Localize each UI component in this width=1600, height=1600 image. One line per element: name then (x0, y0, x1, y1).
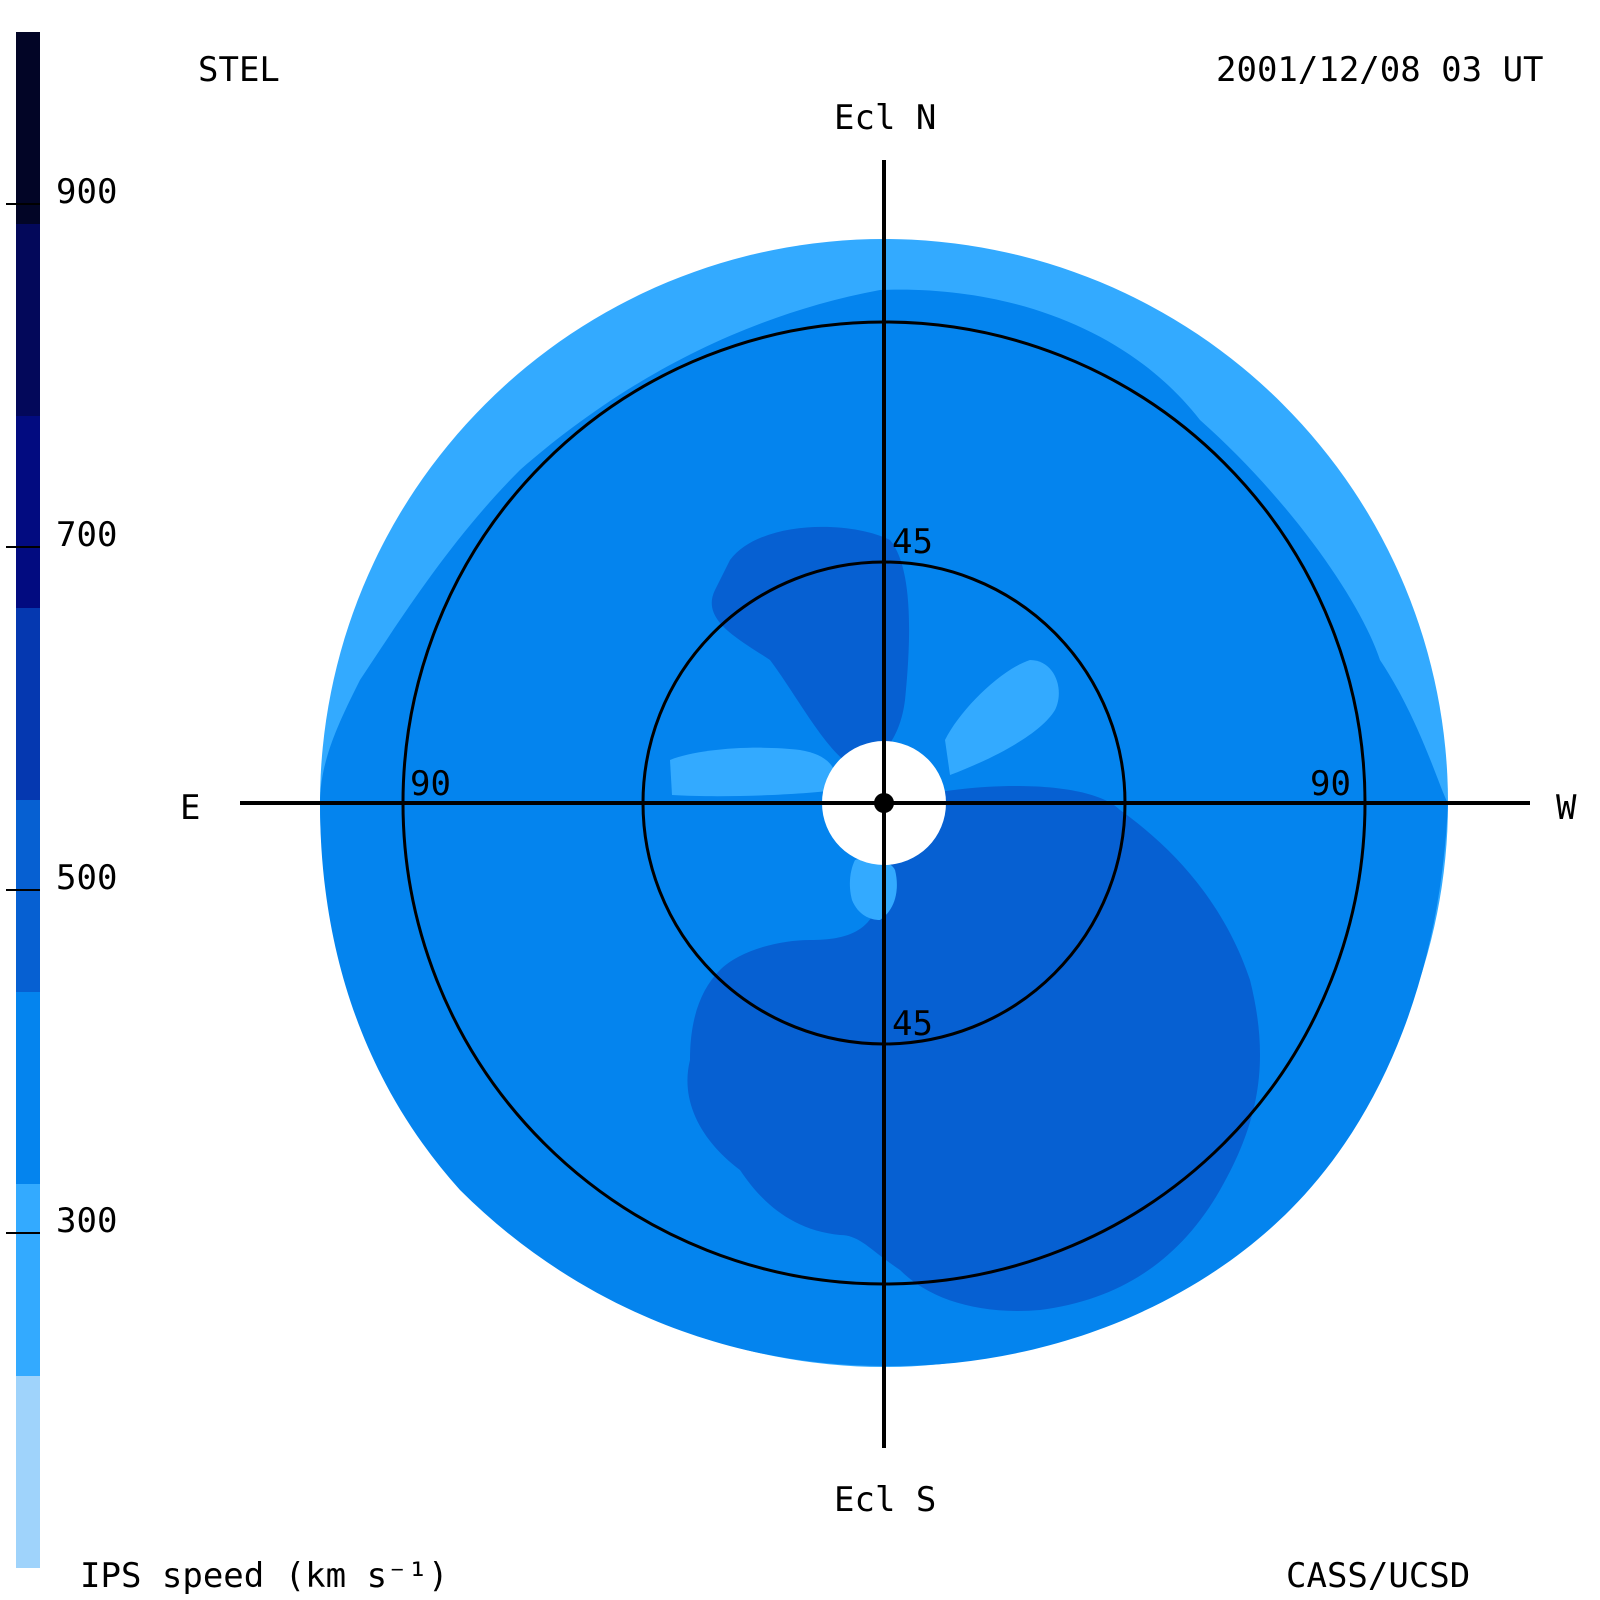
colorbar-segment (16, 1376, 40, 1568)
colorbar-tick-label-300: 300 (56, 1201, 118, 1241)
ring-label-90-left: 90 (410, 764, 451, 804)
colorbar-tick-label-700: 700 (56, 515, 118, 555)
colorbar-segment (16, 608, 40, 800)
colorbar-tick-900 (6, 203, 40, 205)
ring-label-45-bottom: 45 (892, 1004, 933, 1044)
colorbar-segment (16, 1184, 40, 1376)
timestamp-label: 2001/12/08 03 UT (1216, 50, 1544, 90)
colorbar-segment (16, 416, 40, 608)
region-ne-fast-lobe (711, 526, 910, 770)
direction-north-label: Ecl N (834, 98, 937, 138)
colorbar-tick-700 (6, 546, 40, 548)
colorbar-tick-label-900: 900 (56, 172, 118, 212)
credit-label: CASS/UCSD (1286, 1556, 1471, 1596)
colorbar-tick-label-500: 500 (56, 858, 118, 898)
sun-marker (874, 793, 894, 813)
colorbar-segment (16, 224, 40, 416)
colorbar (16, 32, 40, 1568)
colorbar-segment (16, 992, 40, 1184)
colorbar-tick-500 (6, 889, 40, 891)
colorbar-segment (16, 800, 40, 992)
ring-label-90-right: 90 (1310, 764, 1351, 804)
ring-label-45-top: 45 (892, 522, 933, 562)
direction-east-label: E (180, 788, 201, 828)
observatory-label: STEL (198, 50, 280, 90)
colorbar-title: IPS speed (km s⁻¹) (80, 1556, 449, 1596)
region-south-fast (687, 786, 1260, 1311)
region-streamer-east (670, 747, 837, 797)
direction-west-label: W (1556, 788, 1577, 828)
direction-south-label: Ecl S (834, 1480, 937, 1520)
colorbar-segment (16, 32, 40, 224)
region-streamer-west (945, 660, 1059, 775)
colorbar-tick-300 (6, 1232, 40, 1234)
